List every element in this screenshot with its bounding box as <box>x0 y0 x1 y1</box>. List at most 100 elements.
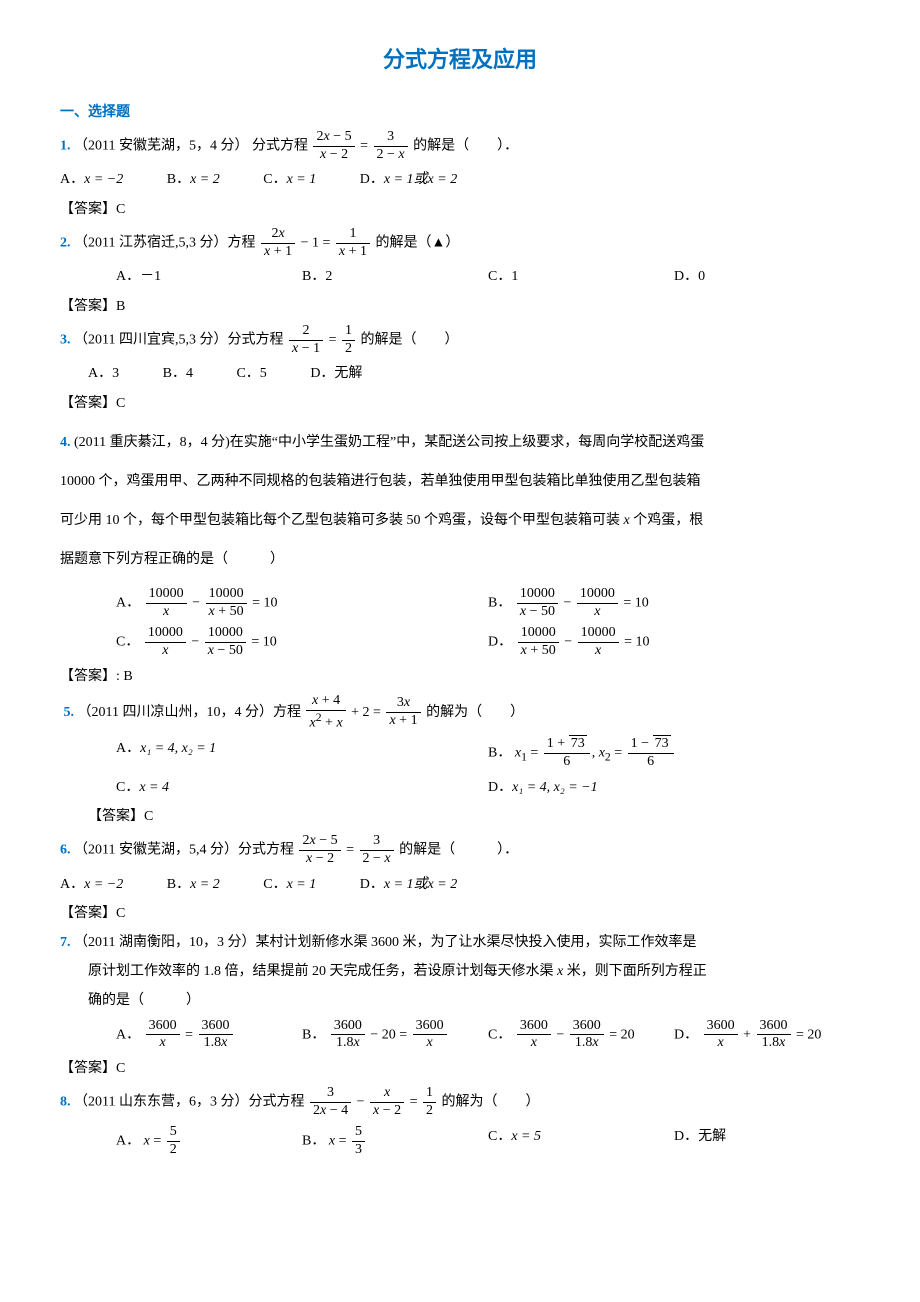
q1-tail: 的解是（ ）． <box>413 138 518 153</box>
math: x = 1 <box>287 172 317 187</box>
section-heading: 一、选择题 <box>60 100 860 125</box>
qnum: 1. <box>60 138 71 153</box>
question-4: 4. (2011 重庆綦江，8，4 分)在实施“中小学生蛋奶工程”中，某配送公司… <box>60 430 860 573</box>
q3-answer: 【答案】C <box>60 391 860 416</box>
opt-c: C． <box>488 1129 511 1144</box>
q1-src: （2011 安徽芜湖，5，4 分） 分式方程 <box>74 138 308 153</box>
opt-c: C． <box>488 1027 511 1042</box>
q3-src: （2011 四川宜宾,5,3 分）分式方程 <box>74 332 283 347</box>
qnum: 2. <box>60 235 71 250</box>
opt-d: D．无解 <box>310 366 362 381</box>
q5-options-row1: A．x₁ = 4, x₂ = 1 B． x1 = 1 + 736, x2 = 1… <box>116 736 860 771</box>
math: = 10 <box>623 596 648 611</box>
opt-d: D． <box>674 1027 698 1042</box>
opt-a: A．3 <box>88 366 119 381</box>
q5-tail: 的解为（ ） <box>426 705 524 720</box>
opt-a: A． <box>116 741 140 756</box>
opt-c: C． <box>263 172 286 187</box>
q4-options-row2: C． 10000x − 10000x − 50 = 10 D． 10000x +… <box>116 625 860 660</box>
qnum: 4. <box>60 435 71 450</box>
q7-line3: 确的是（ ） <box>60 988 860 1013</box>
q1-answer: 【答案】C <box>60 197 860 222</box>
q7-line2b: 米，则下面所列方程正 <box>563 964 707 979</box>
q3-tail: 的解是（ ） <box>361 332 459 347</box>
frac: 32 − x <box>374 129 408 164</box>
opt-d: D． <box>488 635 512 650</box>
q7-options: A． 3600x = 36001.8x B． 36001.8x − 20 = 3… <box>116 1018 860 1053</box>
opt-d: D． <box>488 780 512 795</box>
question-6: 6. （2011 安徽芜湖，5,4 分）分式方程 2x − 5x − 2 = 3… <box>60 833 860 868</box>
qnum: 5. <box>64 705 75 720</box>
question-7: 7. （2011 湖南衡阳，10，3 分）某村计划新修水渠 3600 米，为了让… <box>60 930 860 955</box>
opt-d: D．0 <box>674 264 860 289</box>
opt-c: C． <box>116 635 139 650</box>
q2-options: A．－1 B．2 C．1 D．0 <box>116 264 860 289</box>
math: x = −2 <box>84 877 123 892</box>
opt-b: B． <box>488 746 511 761</box>
q6-tail: 的解是（ ）． <box>399 843 518 858</box>
q6-src: （2011 安徽芜湖，5,4 分）分式方程 <box>74 843 294 858</box>
q8-src: （2011 山东东营，6，3 分）分式方程 <box>74 1095 304 1110</box>
opt-b: B． <box>302 1133 325 1148</box>
q5-src: （2011 四川凉山州，10，4 分）方程 <box>78 705 301 720</box>
qnum: 8. <box>60 1095 71 1110</box>
opt-b: B． <box>167 877 190 892</box>
q2-answer: 【答案】B <box>60 294 860 319</box>
math: = 20 <box>609 1027 634 1042</box>
q4-line1: (2011 重庆綦江，8，4 分)在实施“中小学生蛋奶工程”中，某配送公司按上级… <box>74 435 704 450</box>
question-3: 3. （2011 四川宜宾,5,3 分）分式方程 2x − 1 = 12 的解是… <box>60 323 860 358</box>
q1-options: A．x = −2 B．x = 2 C．x = 1 D．x = 1或x = 2 <box>60 167 860 192</box>
opt-b: B．2 <box>302 264 488 289</box>
q5-answer: 【答案】C <box>60 804 860 829</box>
math: = 10 <box>624 635 649 650</box>
qnum: 3. <box>60 332 71 347</box>
math: = 10 <box>252 596 277 611</box>
math: x = 5 <box>511 1129 541 1144</box>
math: = 20 <box>796 1027 821 1042</box>
opt-d: D．无解 <box>674 1124 860 1159</box>
q2-src: （2011 江苏宿迁,5,3 分）方程 <box>74 235 255 250</box>
q6-answer: 【答案】C <box>60 901 860 926</box>
opt-d: D． <box>360 172 384 187</box>
qnum: 7. <box>60 935 71 950</box>
opt-d: D． <box>360 877 384 892</box>
math: x₁ = 4, x₂ = 1 <box>140 741 216 756</box>
opt-a: A．－1 <box>116 264 302 289</box>
opt-b: B． <box>302 1027 325 1042</box>
q3-options: A．3 B．4 C．5 D．无解 <box>88 361 860 386</box>
opt-c: C．5 <box>236 366 266 381</box>
q7-line2: 原计划工作效率的 1.8 倍，结果提前 20 天完成任务，若设原计划每天修水渠 … <box>60 959 860 984</box>
frac: 1x + 1 <box>336 226 370 261</box>
q7-answer: 【答案】C <box>60 1056 860 1081</box>
math: x = 4 <box>139 780 169 795</box>
question-5: 5. （2011 四川凉山州，10，4 分）方程 x + 4x2 + x + 2… <box>60 693 860 732</box>
opt-a: A． <box>116 1027 140 1042</box>
opt-a: A． <box>60 172 84 187</box>
q8-tail: 的解为（ ） <box>442 1095 540 1110</box>
q2-tail: 的解是（▲） <box>376 235 460 250</box>
opt-a: A． <box>60 877 84 892</box>
opt-c: C． <box>116 780 139 795</box>
opt-a: A． <box>116 596 140 611</box>
math: x = −2 <box>84 172 123 187</box>
frac: 2xx + 1 <box>261 226 295 261</box>
frac: 2x − 1 <box>289 323 323 358</box>
opt-b: B． <box>488 596 511 611</box>
opt-c: C．1 <box>488 264 674 289</box>
math: x = 1或x = 2 <box>384 172 457 187</box>
question-1: 1. （2011 安徽芜湖，5，4 分） 分式方程 2x − 5x − 2 = … <box>60 129 860 164</box>
math: x = 1或x = 2 <box>384 877 457 892</box>
math: x₁ = 4, x₂ = −1 <box>512 780 598 795</box>
math: x = 2 <box>190 877 220 892</box>
opt-b: B． <box>167 172 190 187</box>
frac: 12 <box>342 323 355 358</box>
question-8: 8. （2011 山东东营，6，3 分）分式方程 32x − 4 − xx − … <box>60 1085 860 1120</box>
q4-answer: 【答案】: B <box>60 664 860 689</box>
q4-line4: 据题意下列方程正确的是（ ） <box>60 547 860 572</box>
q8-options: A． x = 52 B． x = 53 C．x = 5 D．无解 <box>116 1124 860 1159</box>
question-2: 2. （2011 江苏宿迁,5,3 分）方程 2xx + 1 − 1 = 1x … <box>60 226 860 261</box>
q7-line1: （2011 湖南衡阳，10，3 分）某村计划新修水渠 3600 米，为了让水渠尽… <box>74 935 696 950</box>
opt-c: C． <box>263 877 286 892</box>
math: x = 1 <box>287 877 317 892</box>
opt-a: A． <box>116 1133 140 1148</box>
